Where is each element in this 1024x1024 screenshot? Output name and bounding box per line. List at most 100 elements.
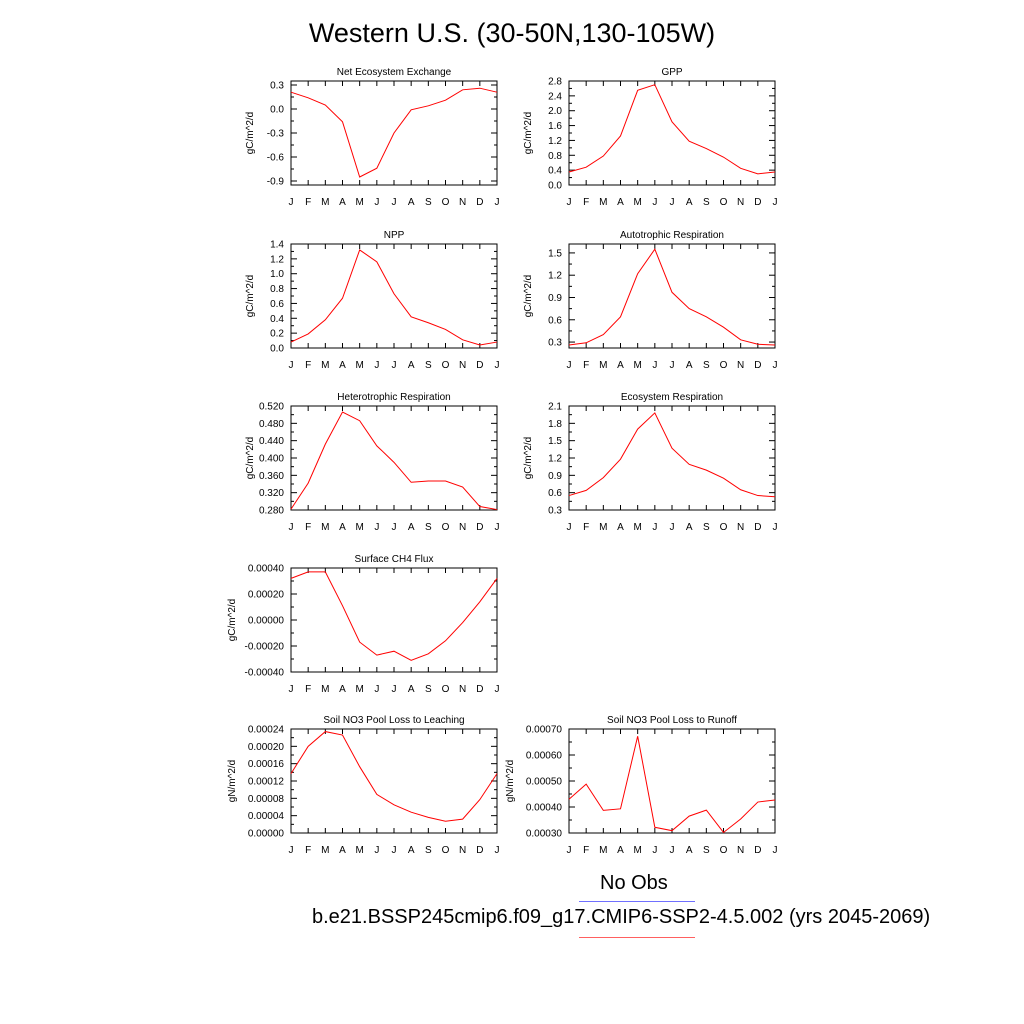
y-tick-label: 1.5 <box>548 248 562 259</box>
x-tick-label: N <box>459 684 466 695</box>
y-tick-label: 1.6 <box>548 121 562 132</box>
y-tick-label: 0.360 <box>259 471 284 482</box>
y-tick-label: 0.00040 <box>526 803 563 814</box>
y-tick-label: 1.2 <box>548 271 562 282</box>
plot-frame <box>290 567 498 673</box>
y-tick-label: -0.9 <box>267 177 285 188</box>
x-tick-label: J <box>773 522 778 533</box>
x-tick-label: N <box>459 522 466 533</box>
y-tick-label: 0.00000 <box>248 829 285 840</box>
y-tick-label: 2.8 <box>548 77 562 88</box>
x-tick-label: F <box>583 360 589 371</box>
y-tick-label: 0.2 <box>270 329 284 340</box>
x-tick-label: D <box>754 522 761 533</box>
x-tick-label: D <box>476 522 483 533</box>
panel-title: Surface CH4 Flux <box>355 554 434 565</box>
y-tick-label: 1.2 <box>548 454 562 465</box>
y-tick-label: 0.00050 <box>526 777 563 788</box>
x-tick-label: N <box>737 845 744 856</box>
y-tick-label: 1.2 <box>548 136 562 147</box>
x-tick-label: J <box>652 845 657 856</box>
y-tick-label: -0.00040 <box>245 668 285 679</box>
x-tick-label: M <box>633 360 641 371</box>
x-tick-label: O <box>442 845 450 856</box>
x-tick-label: J <box>374 845 379 856</box>
x-tick-label: S <box>703 522 710 533</box>
y-tick-label: 0.00060 <box>526 751 563 762</box>
y-axis-label: gN/m^2/d <box>505 760 516 803</box>
y-tick-label: -0.6 <box>267 153 285 164</box>
x-tick-label: A <box>408 522 415 533</box>
x-tick-label: J <box>289 360 294 371</box>
x-tick-label: M <box>599 845 607 856</box>
x-tick-label: F <box>583 845 589 856</box>
plot-frame <box>290 405 498 511</box>
y-tick-label: 0.00008 <box>248 794 285 805</box>
x-tick-label: J <box>495 360 500 371</box>
y-tick-label: 0.00016 <box>248 759 285 770</box>
y-tick-label: 0.00020 <box>248 590 285 601</box>
x-tick-label: D <box>476 684 483 695</box>
y-tick-label: 1.8 <box>548 419 562 430</box>
x-tick-label: M <box>355 197 363 208</box>
series-line <box>290 411 498 511</box>
x-tick-label: S <box>425 845 432 856</box>
page-title: Western U.S. (30-50N,130-105W) <box>308 18 716 48</box>
x-tick-label: F <box>305 684 311 695</box>
x-tick-label: D <box>476 360 483 371</box>
y-tick-label: 0.9 <box>548 293 562 304</box>
x-tick-label: D <box>476 197 483 208</box>
y-axis-label: gN/m^2/d <box>227 760 238 803</box>
y-axis-label: gC/m^2/d <box>523 437 534 480</box>
x-tick-label: S <box>425 522 432 533</box>
x-tick-label: A <box>408 197 415 208</box>
x-tick-label: A <box>686 522 693 533</box>
x-tick-label: O <box>442 360 450 371</box>
x-tick-label: O <box>442 197 450 208</box>
x-tick-label: A <box>617 197 624 208</box>
y-tick-label: 0.4 <box>548 166 562 177</box>
x-tick-label: N <box>737 360 744 371</box>
x-tick-label: S <box>425 197 432 208</box>
y-tick-label: 0.8 <box>270 284 284 295</box>
x-tick-label: A <box>617 522 624 533</box>
y-tick-label: 0.0 <box>270 105 284 116</box>
x-tick-label: N <box>737 522 744 533</box>
y-tick-label: 0.00000 <box>248 616 285 627</box>
x-tick-label: A <box>408 845 415 856</box>
y-axis-label: gC/m^2/d <box>227 599 238 642</box>
x-tick-label: M <box>633 197 641 208</box>
panel-title: GPP <box>661 67 682 78</box>
x-tick-label: M <box>355 522 363 533</box>
x-tick-label: M <box>321 845 329 856</box>
x-tick-label: J <box>773 845 778 856</box>
y-tick-label: 2.4 <box>548 91 562 102</box>
x-tick-label: J <box>670 522 675 533</box>
x-tick-label: J <box>392 197 397 208</box>
series-line <box>290 87 498 178</box>
y-tick-label: 0.00030 <box>526 829 563 840</box>
legend-case-line <box>579 937 695 938</box>
y-tick-label: 0.6 <box>548 488 562 499</box>
x-tick-label: J <box>670 360 675 371</box>
y-tick-label: 0.00020 <box>248 742 285 753</box>
legend-obs-line <box>579 901 695 902</box>
x-tick-label: J <box>374 360 379 371</box>
x-tick-label: M <box>633 522 641 533</box>
x-tick-label: M <box>321 197 329 208</box>
y-tick-label: 1.0 <box>270 269 284 280</box>
y-tick-label: 0.0 <box>270 344 284 355</box>
y-tick-label: 0.00070 <box>526 725 563 736</box>
y-tick-label: 0.8 <box>548 151 562 162</box>
y-tick-label: 0.00004 <box>248 811 285 822</box>
x-tick-label: A <box>408 360 415 371</box>
y-tick-label: 0.280 <box>259 506 284 517</box>
series-line <box>290 731 498 822</box>
x-tick-label: O <box>720 197 728 208</box>
y-tick-label: 2.1 <box>548 402 562 413</box>
